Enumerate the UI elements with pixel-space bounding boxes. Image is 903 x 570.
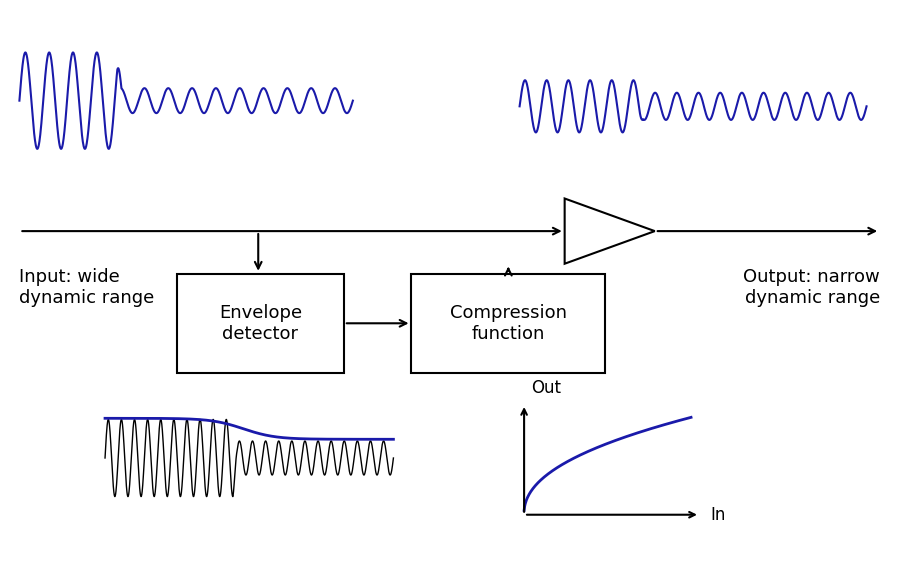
Text: In: In — [710, 506, 725, 524]
Text: Compression
function: Compression function — [450, 304, 566, 343]
Text: Input: wide
dynamic range: Input: wide dynamic range — [19, 268, 154, 307]
Text: Out: Out — [531, 379, 561, 397]
Text: Output: narrow
dynamic range: Output: narrow dynamic range — [742, 268, 880, 307]
Text: Envelope
detector: Envelope detector — [219, 304, 302, 343]
